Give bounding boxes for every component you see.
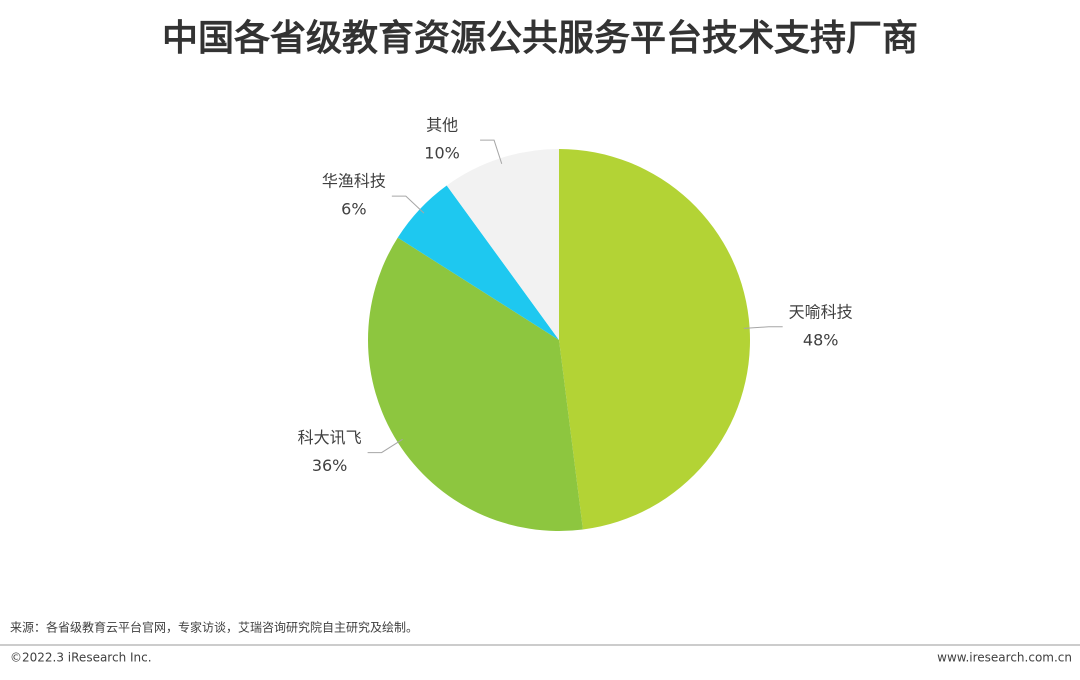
- slice-label: 天喻科技: [789, 302, 853, 321]
- source-note: 来源：各省级教育云平台官网，专家访谈，艾瑞咨询研究院自主研究及绘制。: [10, 620, 418, 635]
- slice-label: 其他: [426, 116, 458, 135]
- value-label: 6%: [341, 200, 366, 219]
- leader-line: [480, 139, 503, 164]
- leader-line: [743, 326, 783, 329]
- leader-line: [367, 438, 403, 454]
- value-label: 48%: [803, 330, 839, 349]
- copyright: ©2022.3 iResearch Inc.: [10, 651, 152, 665]
- chart-title: 中国各省级教育资源公共服务平台技术支持厂商: [162, 18, 918, 59]
- value-label: 10%: [424, 144, 460, 163]
- slice-label: 华渔科技: [322, 172, 386, 191]
- pie-slice: [559, 149, 751, 530]
- value-label: 36%: [312, 456, 348, 475]
- slice-label: 科大讯飞: [298, 428, 362, 447]
- pie-slice: [367, 237, 583, 531]
- pie-slice: [446, 149, 559, 340]
- pie-slice: [397, 185, 559, 340]
- leader-line: [391, 195, 425, 214]
- site-url: www.iresearch.com.cn: [937, 651, 1072, 665]
